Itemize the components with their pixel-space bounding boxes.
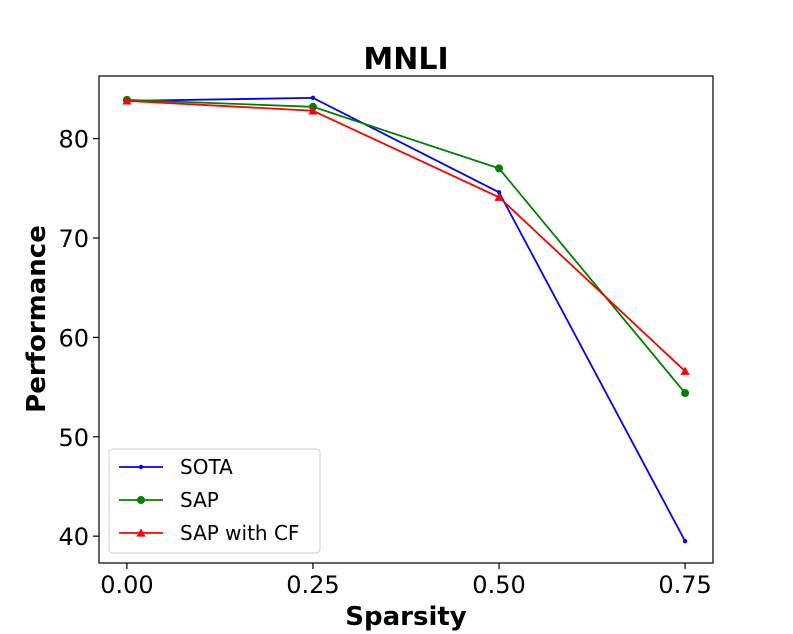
legend-item: SAP [119, 488, 219, 512]
y-tick-label: 70 [58, 225, 89, 253]
x-axis-title: Sparsity [345, 602, 467, 632]
legend-marker [137, 496, 145, 504]
series-line [126, 99, 686, 372]
x-tick-label: 0.25 [286, 571, 339, 599]
y-axis-title: Performance [22, 225, 52, 413]
legend-label: SAP with CF [180, 521, 299, 545]
legend-label: SAP [180, 488, 219, 512]
x-tick-label: 0.50 [472, 571, 525, 599]
data-point [122, 96, 132, 105]
series-line [126, 96, 686, 542]
series-line [126, 98, 686, 394]
legend-marker [138, 464, 144, 470]
data-point [496, 190, 502, 195]
y-tick-label: 80 [58, 126, 89, 154]
y-tick-label: 40 [58, 523, 89, 551]
data-point [681, 389, 690, 398]
y-tick-label: 60 [58, 324, 89, 352]
series-2 [122, 96, 690, 375]
x-tick-label: 0.00 [100, 571, 153, 599]
legend-marker [136, 528, 146, 537]
y-tick-label: 50 [58, 424, 89, 452]
data-point [495, 164, 504, 173]
data-point [494, 192, 504, 201]
legend-label: SOTA [180, 455, 233, 479]
y-axis: 40 50 60 70 80 [58, 126, 99, 551]
legend: SOTA SAP SAP with CF [108, 448, 321, 554]
legend-item: SOTA [119, 455, 233, 479]
data-point [310, 95, 316, 101]
series-lines [122, 95, 690, 544]
data-point [682, 538, 688, 544]
legend-item: SAP with CF [119, 521, 299, 545]
x-tick-label: 0.75 [658, 571, 711, 599]
chart-title: MNLI [363, 42, 448, 77]
data-point [308, 106, 318, 115]
data-point [680, 366, 690, 375]
legend-box [108, 448, 321, 554]
x-axis: 0.00 0.25 0.50 0.75 [100, 563, 712, 599]
